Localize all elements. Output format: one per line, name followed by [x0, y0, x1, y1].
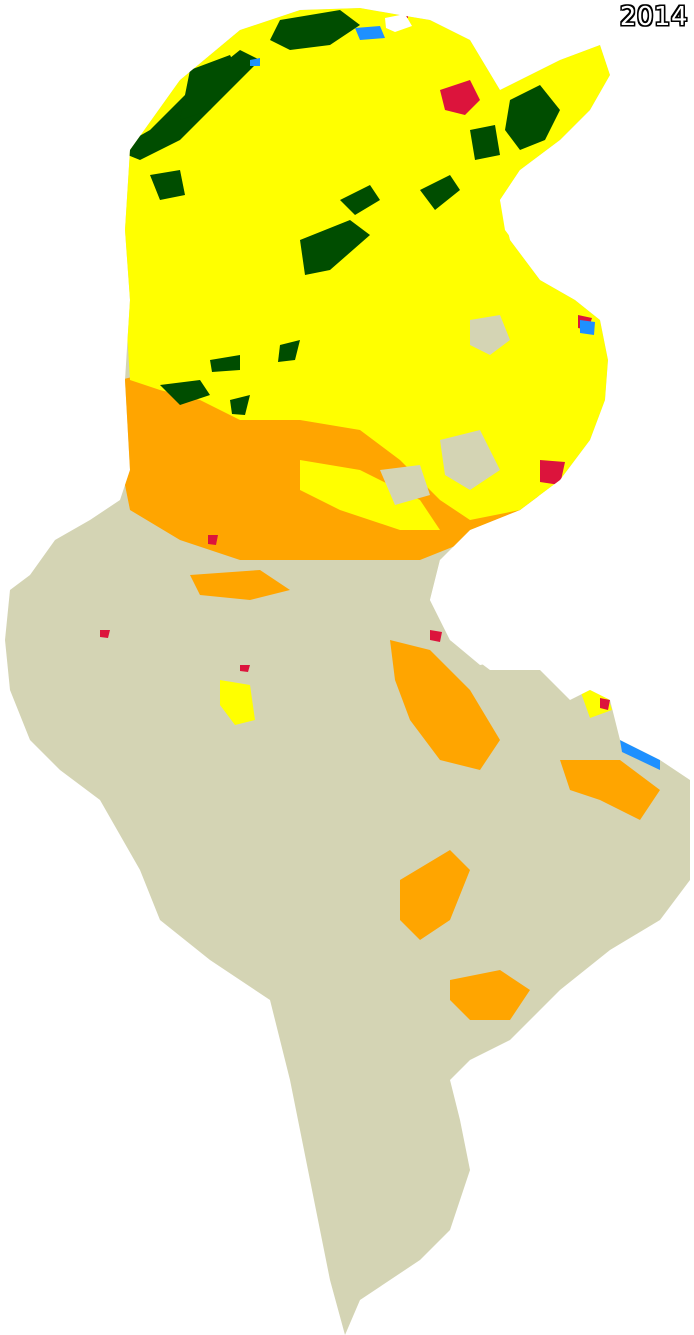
- water-north-2: [250, 58, 260, 66]
- bare-patch-1: [470, 315, 510, 355]
- urban-south-2: [240, 665, 250, 672]
- bare-patch-3: [380, 465, 430, 505]
- water-south-1: [620, 740, 660, 770]
- shrubland-south-1: [390, 640, 500, 770]
- forest-ridge-8: [210, 355, 240, 372]
- urban-sfax: [540, 460, 565, 485]
- forest-northwest-2: [270, 10, 360, 50]
- gulf-hammamet: [500, 165, 560, 270]
- forest-ridge-1: [150, 170, 185, 200]
- urban-gabes: [430, 630, 442, 642]
- forest-ridge-4: [160, 380, 210, 405]
- forest-ridge-5: [230, 395, 250, 415]
- forest-ridge-2: [300, 220, 370, 275]
- shrubland-south-3: [450, 970, 530, 1020]
- cropland-south-patch: [220, 680, 255, 725]
- urban-kasserine: [208, 535, 218, 545]
- shrubland-south-4: [560, 760, 660, 820]
- year-label: 2014: [619, 2, 688, 32]
- forest-ridge-3: [420, 175, 460, 210]
- shrubland-west: [190, 570, 290, 600]
- urban-tunis: [440, 80, 480, 115]
- forest-capbon: [505, 85, 560, 150]
- forest-ridge-7: [278, 340, 300, 362]
- water-coast-1: [580, 320, 595, 335]
- bizerte-lake: [385, 14, 412, 32]
- shrubland-south-2: [400, 850, 470, 940]
- gulf-gabes: [430, 530, 540, 665]
- urban-south-1: [100, 630, 110, 638]
- water-ichkeul: [355, 26, 385, 40]
- forest-northwest-3: [180, 55, 240, 120]
- forest-north-2: [470, 125, 500, 160]
- urban-djerba: [600, 698, 610, 710]
- forest-ridge-6: [340, 185, 380, 215]
- bare-patch-2: [440, 430, 500, 490]
- cropland-mid-patches: [300, 460, 440, 530]
